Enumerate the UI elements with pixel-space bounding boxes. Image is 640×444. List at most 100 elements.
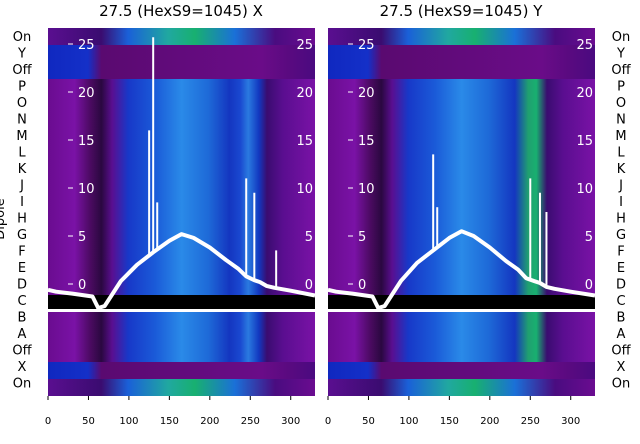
row-label: A [617, 327, 626, 342]
x-tick-label: 50 [362, 416, 375, 427]
x-tick-label: 200 [480, 416, 499, 427]
overlay-tick-label: 20 [78, 86, 95, 101]
row-label: On [612, 377, 630, 392]
x-tick-label: 50 [82, 416, 95, 427]
x-tick-label: 150 [440, 416, 459, 427]
row-label: X [617, 360, 626, 375]
row-label: B [18, 311, 27, 326]
row-label: C [616, 294, 625, 309]
panel-x-spikes [148, 37, 278, 289]
panel-y-band-off [328, 45, 595, 79]
panel-x: 27.5 (HexS9=1045) X 0 0 5 5 10 10 15 15 20 20 25 25… [0, 2, 316, 427]
row-label: K [18, 162, 27, 177]
panel-x-series-line [47, 232, 316, 310]
panel-x-band-x [48, 362, 315, 379]
overlay-tick-label-right: 20 [296, 86, 313, 101]
row-label: On [13, 377, 31, 392]
panel-x-band-on-lower [48, 379, 315, 396]
overlay-tick-label: 25 [78, 38, 95, 53]
overlay-tick-label-right: 5 [585, 230, 593, 245]
row-label: H [17, 212, 27, 227]
overlay-tick-label-right: 25 [296, 38, 313, 53]
x-tick-label: 150 [160, 416, 179, 427]
x-tick-label: 100 [399, 416, 418, 427]
row-label: N [17, 113, 27, 128]
panel-y-plot: 0 0 5 5 10 10 15 15 20 20 25 25 [327, 28, 596, 396]
panel-x-xaxis: 0 50 100 150 200 250 300 [45, 396, 300, 427]
row-label: Off [611, 344, 631, 359]
row-label: F [18, 245, 25, 260]
panel-y-black-band [328, 295, 595, 309]
row-label: I [20, 195, 24, 210]
overlay-tick-label: 25 [358, 38, 375, 53]
x-tick-label: 100 [119, 416, 138, 427]
panel-x-title: 27.5 (HexS9=1045) X [99, 2, 263, 20]
overlay-tick-label-right: 20 [576, 86, 593, 101]
x-tick-label: 0 [45, 416, 51, 427]
overlay-tick-label-right: 10 [296, 182, 313, 197]
panel-y-gap [328, 309, 595, 312]
x-tick-label: 250 [241, 416, 260, 427]
row-label: E [18, 261, 26, 276]
panel-x-ylabel: Dipole [0, 198, 8, 239]
overlay-tick-label: 5 [358, 230, 366, 245]
row-label: D [616, 278, 626, 293]
row-label: X [18, 360, 27, 375]
overlay-tick-label: 15 [358, 134, 375, 149]
row-label: D [17, 278, 27, 293]
overlay-tick-label: 20 [358, 86, 375, 101]
row-label: Y [17, 47, 26, 62]
overlay-tick-label-right: 25 [576, 38, 593, 53]
row-label: M [615, 129, 626, 144]
overlay-tick-label-right: 5 [305, 230, 313, 245]
row-label: P [18, 80, 26, 95]
panel-x-black-band [48, 295, 315, 309]
row-label: M [16, 129, 27, 144]
row-label: L [617, 146, 625, 161]
row-label: F [617, 245, 624, 260]
overlay-tick-label-right: 15 [576, 134, 593, 149]
overlay-tick-label-right: 15 [296, 134, 313, 149]
panel-x-gap [48, 309, 315, 312]
overlay-tick-label: 10 [358, 182, 375, 197]
x-tick-label: 250 [521, 416, 540, 427]
panel-x-band-off [48, 45, 315, 79]
panel-y-title: 27.5 (HexS9=1045) Y [380, 2, 544, 20]
panel-y-band-on-lower [328, 379, 595, 396]
row-label: P [617, 80, 625, 95]
row-label: Off [12, 63, 32, 78]
row-label: Y [616, 47, 625, 62]
overlay-tick-label: 5 [78, 230, 86, 245]
panel-y-right-ticks: 0 0 5 5 10 10 15 15 20 20 25 25 [348, 38, 593, 293]
row-label: G [17, 228, 27, 243]
row-label: K [617, 162, 626, 177]
overlay-tick-label: 0 [358, 278, 366, 293]
overlay-tick-label: 10 [78, 182, 95, 197]
overlay-tick-label: 0 [78, 278, 86, 293]
row-label: On [13, 30, 31, 45]
row-label: L [18, 146, 26, 161]
overlay-tick-label-right: 0 [305, 278, 313, 293]
x-tick-label: 300 [561, 416, 580, 427]
row-label: Off [12, 344, 32, 359]
x-tick-label: 200 [200, 416, 219, 427]
row-label: E [617, 261, 625, 276]
row-label: On [612, 30, 630, 45]
panel-x-right-ticks: 0 0 5 5 10 10 15 15 20 20 25 25 [68, 38, 313, 293]
x-tick-label: 0 [325, 416, 331, 427]
row-label: B [617, 311, 626, 326]
row-label: J [19, 179, 24, 194]
overlay-tick-label-right: 0 [585, 278, 593, 293]
panel-y-band-x [328, 362, 595, 379]
panel-y-band-on [328, 28, 595, 45]
row-label: C [17, 294, 26, 309]
panel-y: 27.5 (HexS9=1045) Y 0 0 5 5 10 10 15 15 20 20 25 25… [325, 2, 632, 427]
row-label: H [616, 212, 626, 227]
overlay-tick-label: 15 [78, 134, 95, 149]
panel-x-plot: 0 0 5 5 10 10 15 15 20 20 25 25 [47, 28, 316, 396]
x-tick-label: 300 [281, 416, 300, 427]
